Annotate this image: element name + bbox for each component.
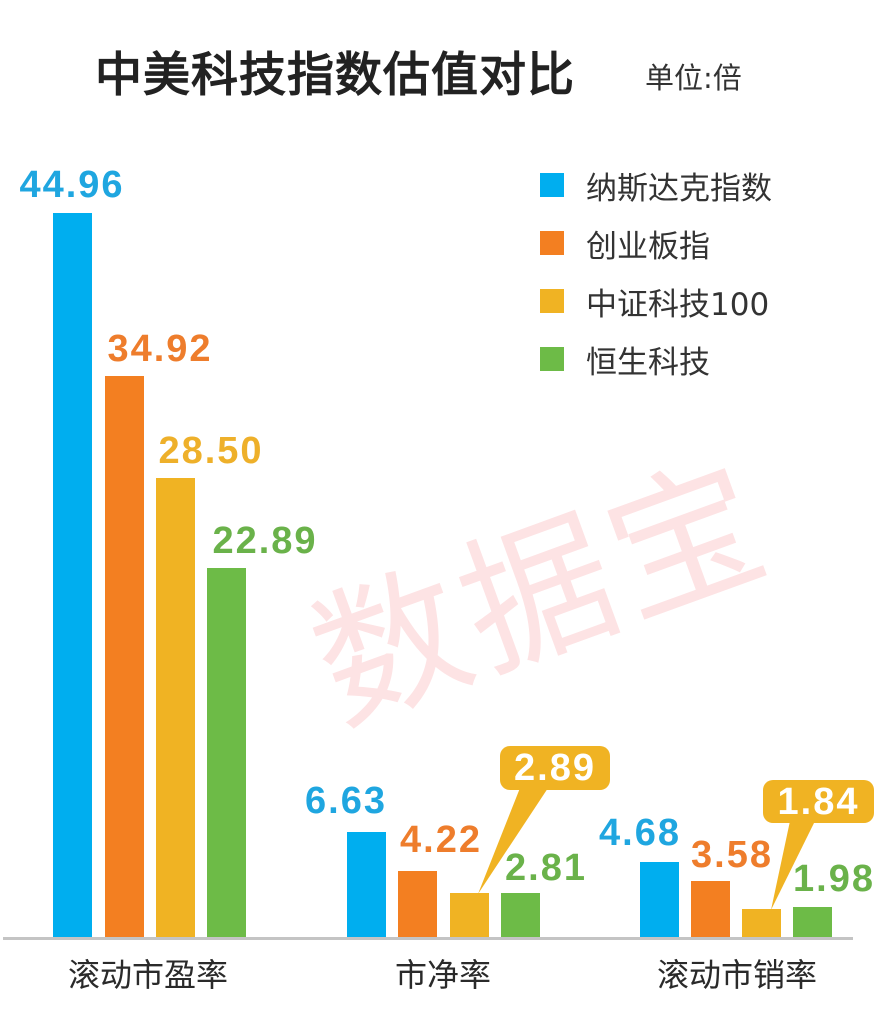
category-label-ps-ttm: 滚动市销率	[656, 956, 818, 994]
legend-item-nasdaq: 纳斯达克指数	[540, 165, 772, 207]
category-label-pb: 市净率	[394, 956, 492, 994]
value-label: 3.58	[691, 834, 773, 876]
bar-hs-tech	[793, 907, 832, 938]
category-label-pe-ttm: 滚动市盈率	[67, 956, 229, 994]
value-label: 28.50	[158, 430, 264, 472]
bar-csi-tech100	[742, 909, 781, 938]
value-label: 1.98	[793, 858, 875, 900]
bar-nasdaq	[640, 862, 679, 938]
bar-hs-tech	[207, 568, 246, 938]
bar-hs-tech	[501, 893, 540, 938]
callout-csi-tech100-pb: 2.89	[500, 746, 610, 790]
value-label: 2.81	[505, 847, 587, 889]
bar-nasdaq	[347, 832, 386, 938]
legend-item-hs-tech: 恒生科技	[540, 339, 772, 381]
legend-swatch-icon	[540, 173, 564, 197]
bar-chinext	[398, 871, 437, 938]
legend-label: 中证科技100	[586, 286, 770, 323]
unit-label: 单位:倍	[645, 61, 742, 95]
bar-csi-tech100	[450, 893, 489, 938]
legend-swatch-icon	[540, 347, 564, 371]
value-label: 44.96	[19, 164, 125, 206]
legend-swatch-icon	[540, 289, 564, 313]
value-label: 4.22	[400, 819, 482, 861]
legend-label: 创业板指	[586, 228, 710, 265]
x-axis-line	[3, 937, 853, 940]
callout-csi-tech100-ps: 1.84	[763, 780, 874, 823]
legend-item-csi-tech100: 中证科技100	[540, 281, 772, 323]
bar-chinext	[691, 881, 730, 938]
value-label: 4.68	[599, 812, 681, 854]
value-label: 22.89	[212, 520, 318, 562]
chart-title: 中美科技指数估值对比	[95, 48, 575, 103]
legend-item-chinext: 创业板指	[540, 223, 772, 265]
bar-csi-tech100	[156, 478, 195, 938]
legend-label: 恒生科技	[586, 344, 710, 381]
legend-label: 纳斯达克指数	[586, 170, 772, 207]
bar-nasdaq	[53, 213, 92, 938]
legend-swatch-icon	[540, 231, 564, 255]
value-label: 34.92	[107, 328, 213, 370]
value-label: 6.63	[305, 780, 387, 822]
bar-chinext	[105, 376, 144, 938]
legend: 纳斯达克指数 创业板指 中证科技100 恒生科技	[540, 165, 772, 381]
